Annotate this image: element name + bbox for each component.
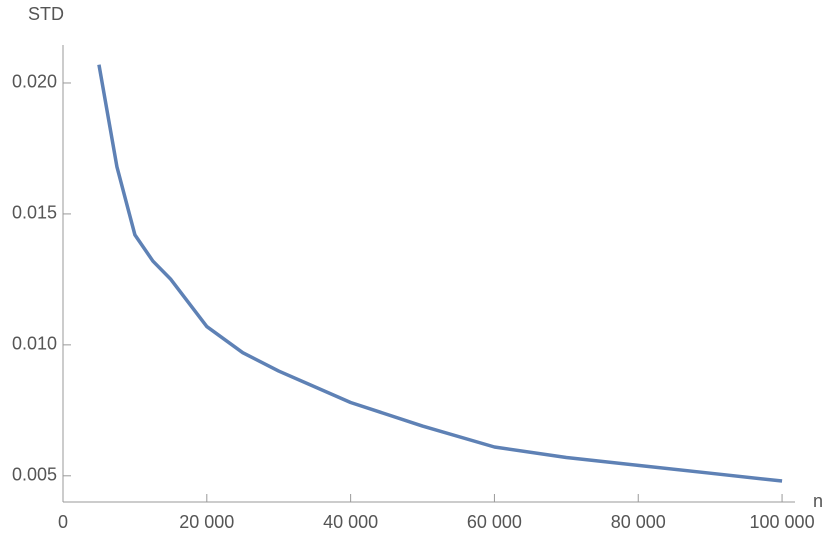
x-tick-label: 40 000 bbox=[323, 512, 378, 532]
y-tick-label: 0.010 bbox=[12, 334, 57, 354]
y-tick-label: 0.020 bbox=[12, 72, 57, 92]
line-series bbox=[97, 64, 783, 483]
y-tick-label: 0.005 bbox=[12, 465, 57, 485]
y-tick-label: 0.015 bbox=[12, 203, 57, 223]
x-tick-label: 20 000 bbox=[179, 512, 234, 532]
x-tick-label: 80 000 bbox=[611, 512, 666, 532]
x-tick-label: 0 bbox=[58, 512, 68, 532]
y-axis-label: STD bbox=[28, 4, 64, 24]
x-axis-label: n bbox=[813, 491, 823, 511]
x-tick-label: 100 000 bbox=[750, 512, 815, 532]
x-tick-label: 60 000 bbox=[467, 512, 522, 532]
